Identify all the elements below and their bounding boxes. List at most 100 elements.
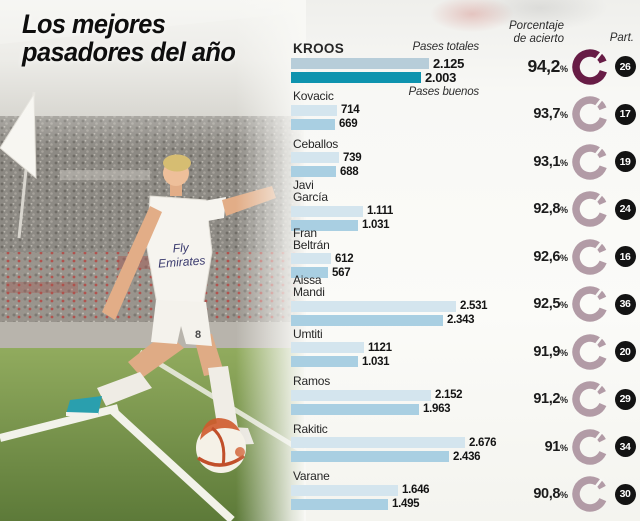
total-passes-line: 714 xyxy=(291,104,506,116)
total-passes-value: 2.152 xyxy=(435,389,463,402)
player-shorts xyxy=(151,300,212,346)
good-passes-line: 2.343 xyxy=(291,314,506,326)
accuracy-gauge-cell xyxy=(568,333,612,371)
part-cell: 26 xyxy=(612,56,638,78)
player-rows: KROOS 2.125 2.003 Pases totales Pases bue… xyxy=(291,40,638,515)
accuracy-gauge xyxy=(572,429,608,465)
accuracy-header-line2: de acierto xyxy=(513,32,564,45)
total-passes-value: 714 xyxy=(341,104,360,117)
good-passes-line: 688 xyxy=(291,166,506,178)
legend-pases-totales: Pases totales xyxy=(412,40,480,53)
title-line-2: pasadores del año xyxy=(22,37,236,68)
percent-sign: % xyxy=(559,110,568,121)
good-passes-bar xyxy=(291,219,358,231)
accuracy-value: 93,1 xyxy=(533,153,560,170)
total-passes-value: 2.125 xyxy=(433,56,465,72)
total-passes-line: 1.646 xyxy=(291,484,506,496)
good-passes-line: 669 xyxy=(291,118,506,130)
player-photo: Fly Emirates 8 xyxy=(0,0,306,521)
ball-patch xyxy=(200,418,240,440)
player-row: Javi García 1.111 1.031 92,8% 24 xyxy=(291,179,638,232)
player-planted-sock xyxy=(208,366,238,431)
ball-seam-2 xyxy=(211,426,226,467)
gauge-notch xyxy=(594,98,603,108)
total-passes-line: 2.125 xyxy=(291,56,506,72)
total-passes-line: 2.152 xyxy=(291,389,506,401)
player-arm-right xyxy=(102,206,162,320)
accuracy-cell: 91% xyxy=(506,438,568,456)
matches-played-badge: 30 xyxy=(614,483,636,505)
player-name: KROOS xyxy=(293,40,345,56)
good-passes-bar xyxy=(291,356,358,368)
corner-line-right xyxy=(109,407,235,521)
accuracy-cell: 92,8% xyxy=(506,200,568,218)
total-passes-bar xyxy=(291,342,364,354)
good-passes-line: 567 xyxy=(291,267,506,279)
player-name: Varane xyxy=(293,469,330,484)
accuracy-cell: 93,1% xyxy=(506,153,568,171)
accuracy-gauge xyxy=(572,49,608,85)
accuracy-cell: 91,9% xyxy=(506,343,568,361)
total-passes-line: 2.531 xyxy=(291,300,506,312)
total-passes-bar xyxy=(291,205,363,217)
gauge-notch xyxy=(594,193,603,203)
total-passes-line: 1.111 xyxy=(291,205,506,217)
bars-block: Ceballos 739 688 xyxy=(291,136,506,180)
jersey-sponsor-line1: Fly xyxy=(172,240,190,255)
player-name: Ceballos xyxy=(293,136,339,151)
player-name: Aissa Mandi xyxy=(293,273,325,300)
good-passes-bar xyxy=(291,498,388,510)
accuracy-gauge xyxy=(572,191,608,227)
total-passes-line: 612 xyxy=(291,253,506,265)
matches-played-badge: 26 xyxy=(614,56,636,78)
good-passes-line: 2.436 xyxy=(291,451,506,463)
player-hair xyxy=(163,154,191,172)
good-passes-value: 1.963 xyxy=(423,403,451,416)
jersey-sponsor-line2: Emirates xyxy=(158,253,206,270)
player-row: Ramos 2.152 1.963 91,2% 29 xyxy=(291,373,638,421)
player-name: Ramos xyxy=(293,374,331,389)
accuracy-gauge-cell xyxy=(568,428,612,466)
gauge-notch xyxy=(594,335,603,346)
total-passes-bar xyxy=(291,484,398,496)
part-cell: 30 xyxy=(612,483,638,505)
player-name: Fran Beltrán xyxy=(293,225,330,252)
player-name: Kovacic xyxy=(293,89,334,104)
player-figure: Fly Emirates 8 xyxy=(66,154,276,446)
part-cell: 29 xyxy=(612,388,638,410)
total-passes-bar xyxy=(291,389,431,401)
player-row: Ceballos 739 688 93,1% 19 xyxy=(291,135,638,183)
accuracy-value: 92,8 xyxy=(533,201,560,218)
gauge-notch xyxy=(594,430,603,441)
accuracy-header-line1: Porcentaje xyxy=(509,20,564,32)
matches-played-badge: 24 xyxy=(614,198,636,220)
accuracy-gauge xyxy=(572,144,608,180)
good-passes-bar xyxy=(291,72,421,84)
legend-pases-buenos: Pases buenos xyxy=(408,85,480,98)
percent-sign: % xyxy=(559,252,568,263)
accuracy-gauge-cell xyxy=(568,143,612,181)
accuracy-value: 91 xyxy=(544,438,561,455)
accuracy-gauge xyxy=(572,476,608,512)
good-passes-value: 1.031 xyxy=(362,219,390,232)
gauge-notch xyxy=(594,240,603,251)
good-passes-line: 1.031 xyxy=(291,356,506,368)
accuracy-gauge xyxy=(572,334,608,370)
accuracy-value: 93,7 xyxy=(533,106,560,123)
accuracy-cell: 94,2% xyxy=(506,56,568,77)
pitch xyxy=(0,348,304,521)
player-name: Umtiti xyxy=(293,326,323,341)
accuracy-gauge-cell xyxy=(568,48,612,86)
matches-played-badge: 17 xyxy=(614,103,636,125)
accuracy-gauge-cell xyxy=(568,380,612,418)
good-passes-value: 567 xyxy=(332,266,351,279)
part-cell: 36 xyxy=(612,293,638,315)
matches-played-badge: 16 xyxy=(614,246,636,268)
accuracy-cell: 90,8% xyxy=(506,485,568,503)
part-cell: 17 xyxy=(612,103,638,125)
player-teal-boot xyxy=(66,396,102,415)
gauge-notch xyxy=(594,383,603,393)
total-passes-value: 2.531 xyxy=(460,300,488,313)
part-cell: 16 xyxy=(612,246,638,268)
ball-patch-2 xyxy=(235,447,245,457)
